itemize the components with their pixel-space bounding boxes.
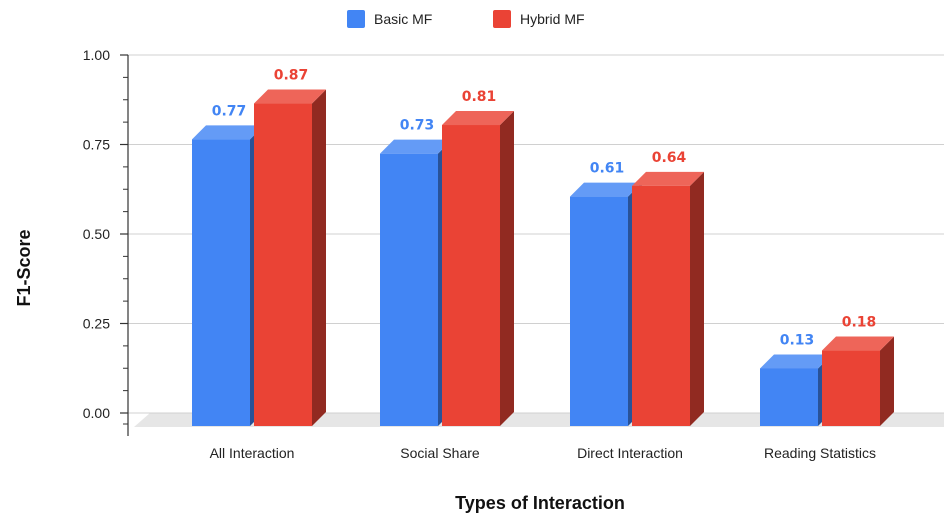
y-axis-title: F1-Score xyxy=(14,229,34,306)
bar-basic-mf-all-interaction-top xyxy=(192,125,264,140)
y-tick-label: 0.50 xyxy=(83,226,110,242)
bar-hybrid-mf-reading-statistics-front xyxy=(822,350,880,426)
x-axis: All Interaction Social Share Direct Intera… xyxy=(210,445,876,461)
data-label-hybrid-mf-all-interaction: 0.87 xyxy=(274,68,309,84)
bar-hybrid-mf-social-share-top xyxy=(442,111,514,126)
bar-basic-mf-social-share-top xyxy=(380,139,452,154)
bar-hybrid-mf-all-interaction-front xyxy=(254,103,312,426)
data-label-basic-mf-reading-statistics: 0.13 xyxy=(780,332,815,348)
bar-basic-mf-direct-interaction xyxy=(570,182,642,426)
data-label-basic-mf-direct-interaction: 0.61 xyxy=(590,161,625,177)
bar-hybrid-mf-direct-interaction-side xyxy=(690,171,704,426)
bar-hybrid-mf-all-interaction xyxy=(254,89,326,426)
bar-basic-mf-direct-interaction-top xyxy=(570,182,642,197)
bar-hybrid-mf-reading-statistics-top xyxy=(822,336,894,351)
y-tick-label: 1.00 xyxy=(83,47,110,63)
data-label-basic-mf-all-interaction: 0.77 xyxy=(212,103,247,119)
bar-basic-mf-all-interaction-front xyxy=(192,139,250,426)
y-axis: 0.00 0.25 0.50 0.75 1.00 xyxy=(83,47,129,436)
data-label-basic-mf-social-share: 0.73 xyxy=(400,118,435,134)
data-label-hybrid-mf-reading-statistics: 0.18 xyxy=(842,315,877,331)
y-tick-label: 0.00 xyxy=(83,405,110,421)
x-tick-label-reading-statistics: Reading Statistics xyxy=(764,445,876,461)
data-labels: 0.77 0.87 0.73 0.81 0.61 0.64 0.13 0.18 xyxy=(212,68,877,349)
bar-hybrid-mf-social-share xyxy=(442,111,514,427)
floor-plane xyxy=(134,413,944,427)
bar-hybrid-mf-all-interaction-side xyxy=(312,89,326,426)
legend-swatch-basic-mf xyxy=(347,10,365,28)
x-tick-label-social-share: Social Share xyxy=(400,445,480,461)
bar-hybrid-mf-reading-statistics-side xyxy=(880,336,894,426)
bar-basic-mf-reading-statistics xyxy=(760,354,832,426)
data-label-hybrid-mf-social-share: 0.81 xyxy=(462,89,497,105)
bar-basic-mf-all-interaction xyxy=(192,125,264,426)
bar-basic-mf-reading-statistics-top xyxy=(760,354,832,369)
bar-hybrid-mf-direct-interaction xyxy=(632,171,704,426)
y-tick-label: 0.75 xyxy=(83,137,110,153)
legend-label-basic-mf: Basic MF xyxy=(374,11,432,27)
legend-swatch-hybrid-mf xyxy=(493,10,511,28)
chart-floor xyxy=(134,413,944,427)
bar-basic-mf-direct-interaction-front xyxy=(570,196,628,426)
bar-basic-mf-social-share-front xyxy=(380,153,438,426)
bar-hybrid-mf-direct-interaction-front xyxy=(632,185,690,426)
bars xyxy=(192,89,894,427)
legend: Basic MF Hybrid MF xyxy=(347,10,585,28)
data-label-hybrid-mf-direct-interaction: 0.64 xyxy=(652,150,687,166)
legend-label-hybrid-mf: Hybrid MF xyxy=(520,11,585,27)
bar-hybrid-mf-social-share-front xyxy=(442,125,500,427)
x-tick-label-all-interaction: All Interaction xyxy=(210,445,295,461)
bar-hybrid-mf-social-share-side xyxy=(500,111,514,427)
bar-basic-mf-social-share xyxy=(380,139,452,426)
bar-hybrid-mf-direct-interaction-top xyxy=(632,171,704,186)
bar-hybrid-mf-all-interaction-top xyxy=(254,89,326,104)
bar-basic-mf-reading-statistics-front xyxy=(760,368,818,426)
bar-hybrid-mf-reading-statistics xyxy=(822,336,894,426)
x-axis-title: Types of Interaction xyxy=(455,493,625,513)
y-tick-label: 0.25 xyxy=(83,316,110,332)
x-tick-label-direct-interaction: Direct Interaction xyxy=(577,445,683,461)
